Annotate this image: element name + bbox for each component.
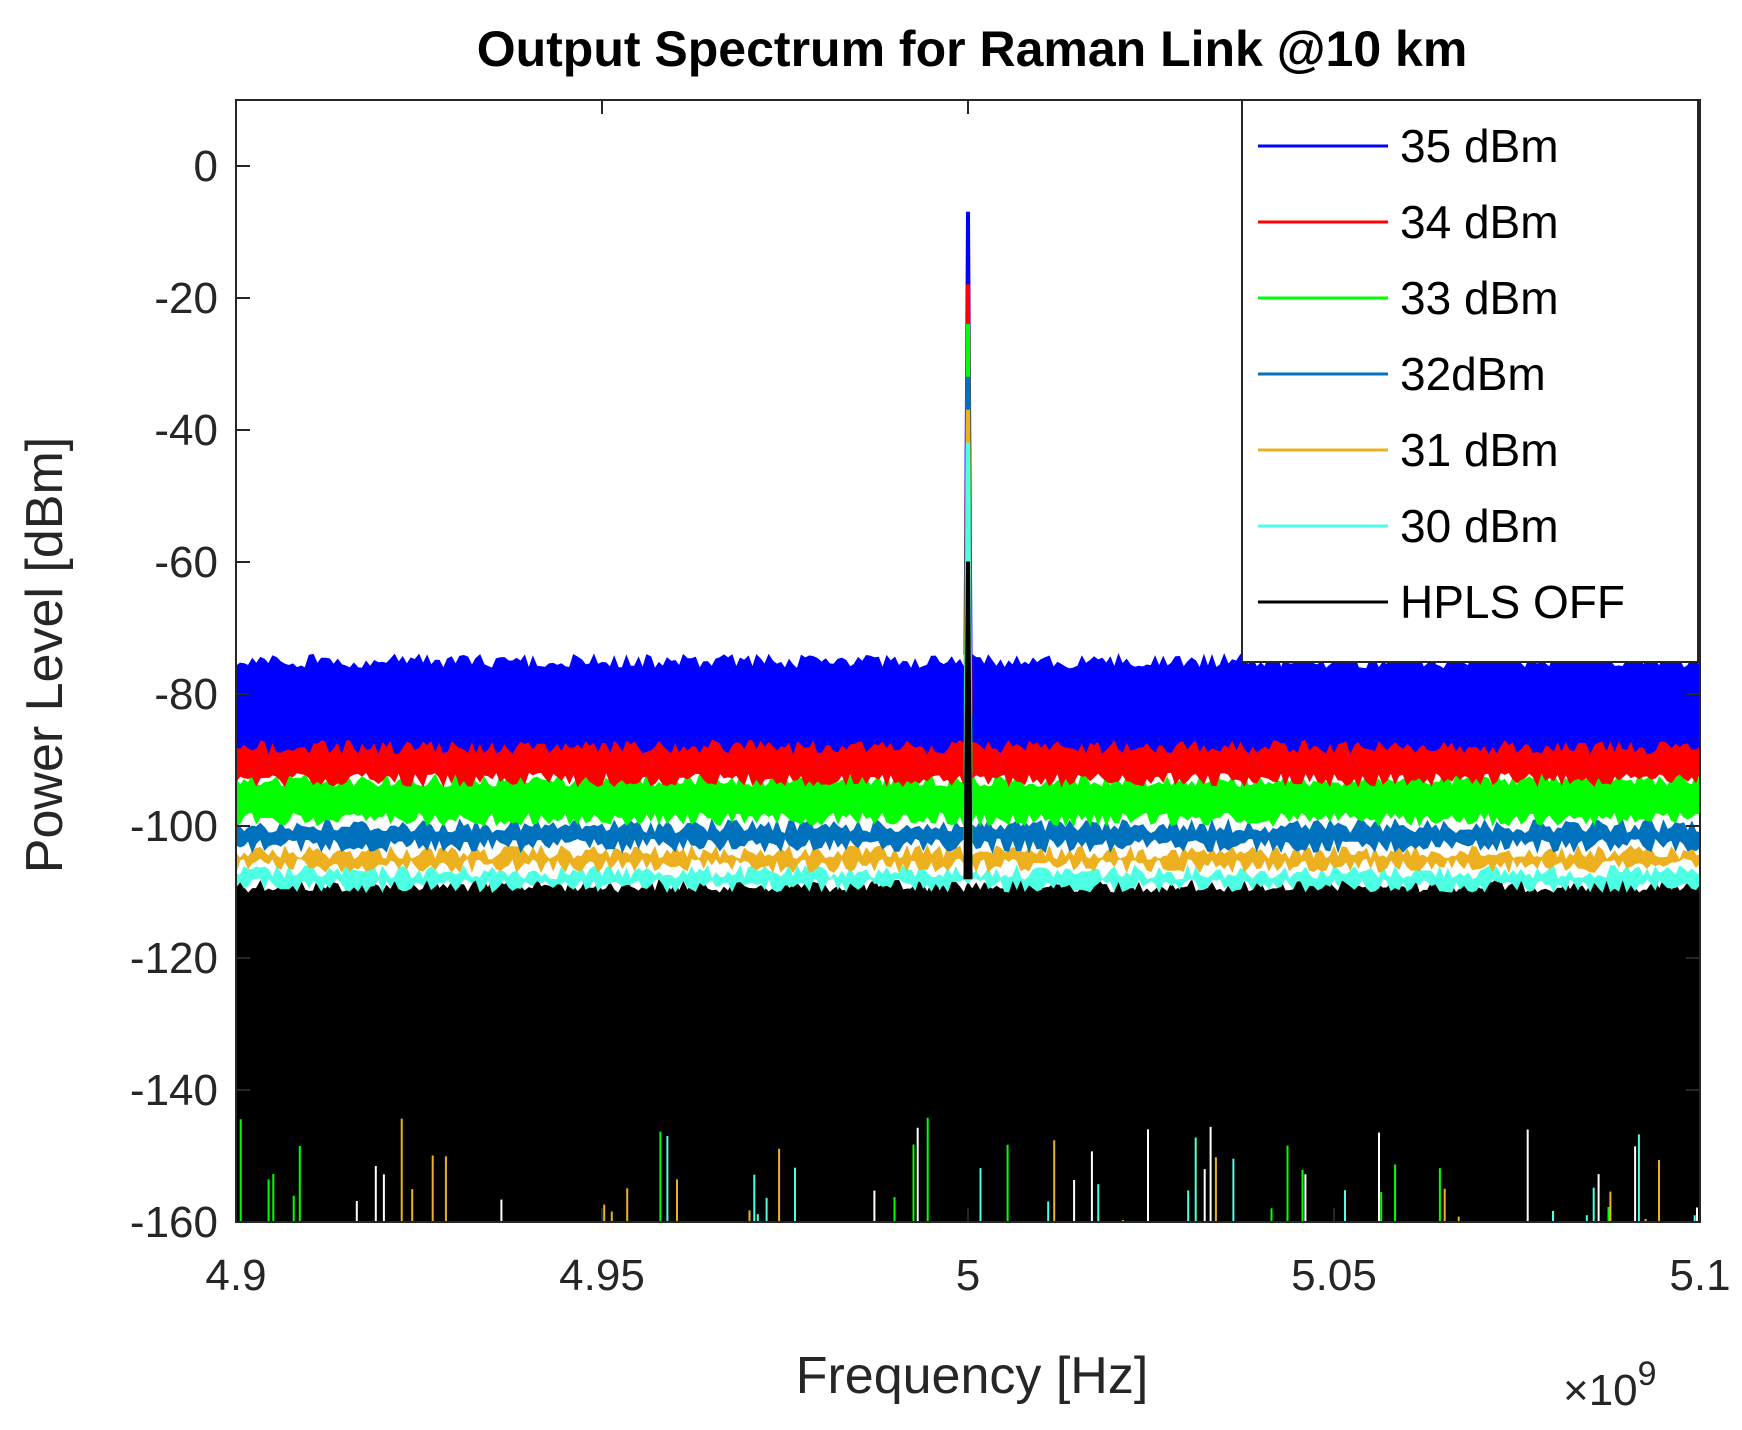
y-tick-label: 0 [194,142,218,191]
legend-label: 34 dBm [1400,196,1559,248]
series-noise-band [236,877,1700,1222]
y-tick-label: -80 [154,670,218,719]
y-tick-label: -160 [130,1198,218,1247]
y-tick-label: -140 [130,1066,218,1115]
x-axis-multiplier-exponent: 9 [1638,1355,1657,1393]
x-axis-label: Frequency [Hz] [796,1347,1149,1405]
plot-area [236,211,1700,1222]
y-tick-label: -100 [130,802,218,851]
x-axis-multiplier: ×109 [1563,1355,1657,1415]
chart-title: Output Spectrum for Raman Link @10 km [477,21,1468,77]
x-tick-label: 5.1 [1669,1251,1730,1300]
legend-label: 32dBm [1400,348,1546,400]
legend-label: 35 dBm [1400,120,1559,172]
y-axis-label: Power Level [dBm] [16,437,74,873]
x-tick-label: 4.95 [559,1251,645,1300]
x-axis-multiplier-base: ×10 [1563,1366,1638,1415]
series-carrier-peak [963,561,973,880]
legend-label: 30 dBm [1400,500,1559,552]
axes: 4.9 4.95 5 5.05 5.1 0 -20 -40 -60 -80 -100 -120 -140… [130,99,1731,1300]
y-tick-label: -60 [154,538,218,587]
y-tick-label: -20 [154,274,218,323]
y-tick-label: -120 [130,934,218,983]
legend-box [1241,99,1699,663]
legend: 35 dBm 34 dBm 33 dBm 32dBm 31 dBm 30 dBm HPLS … [1241,99,1699,663]
y-tick-label: -40 [154,406,218,455]
legend-label: HPLS OFF [1400,576,1625,628]
x-tick-label: 4.9 [205,1251,266,1300]
legend-label: 33 dBm [1400,272,1559,324]
x-tick-label: 5 [956,1251,980,1300]
legend-label: 31 dBm [1400,424,1559,476]
x-tick-label: 5.05 [1291,1251,1377,1300]
